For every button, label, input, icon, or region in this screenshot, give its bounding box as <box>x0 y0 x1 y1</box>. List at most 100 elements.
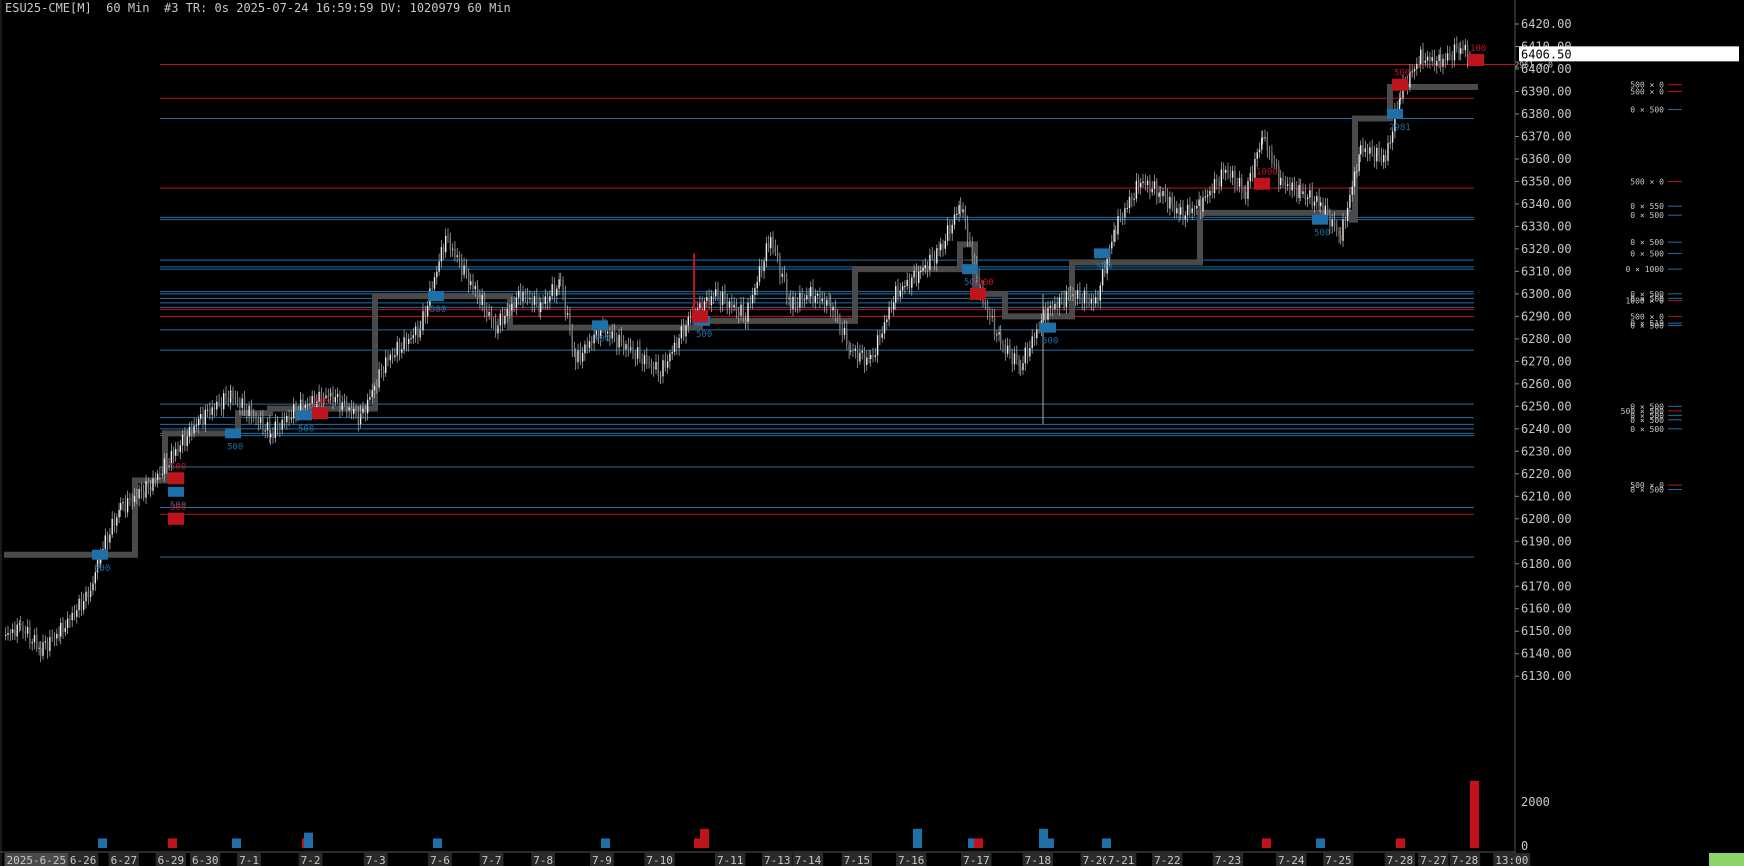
order-size-label: 0 × 500 <box>1630 486 1664 495</box>
candle-body <box>664 360 666 368</box>
candle-body <box>776 251 779 257</box>
candle-body <box>225 393 227 399</box>
candle-body <box>1065 291 1068 307</box>
candle-body <box>630 346 632 348</box>
candle-body <box>232 390 234 398</box>
candle-body <box>216 401 218 410</box>
candle-body <box>949 225 951 234</box>
candle-body <box>1336 227 1338 231</box>
candle-body <box>584 344 586 354</box>
candle-body <box>1045 309 1047 320</box>
candle-body <box>799 292 801 308</box>
candle-body <box>14 629 16 637</box>
candle-body <box>1440 54 1442 67</box>
candle-body <box>1296 189 1298 199</box>
order-size-label: 500 × 500 <box>1621 407 1665 416</box>
candle-body <box>1411 71 1413 73</box>
candle-body <box>83 601 85 611</box>
candle-body <box>479 297 481 305</box>
date-label-bg <box>298 853 323 866</box>
volume-bar <box>700 828 709 848</box>
ask-size-label: 1000 <box>972 278 994 288</box>
candle-body <box>814 295 816 303</box>
candle-body <box>1000 332 1002 344</box>
order-size-label: 0 × 500 <box>1630 294 1664 303</box>
candle-body <box>270 434 272 438</box>
candle-body <box>1429 56 1431 61</box>
candle-body <box>996 334 998 336</box>
candle-body <box>7 633 9 635</box>
candle-body <box>581 353 584 362</box>
candle-body <box>1002 343 1004 345</box>
candle-body <box>1173 203 1176 214</box>
candle-body <box>911 277 913 288</box>
candle-body <box>993 316 996 335</box>
order-size-label: 0 × 500 <box>1630 411 1664 420</box>
order-size-label: 0 × 500 <box>1630 416 1664 425</box>
candle-body <box>542 302 544 304</box>
candle-body <box>936 248 938 264</box>
candle-body <box>1424 60 1426 63</box>
candle-body <box>699 303 701 309</box>
candle-body <box>1464 44 1466 51</box>
price-tick-label: 6240.00 <box>1521 422 1572 436</box>
candle-body <box>154 478 156 480</box>
candle-body <box>66 618 69 628</box>
candle-body <box>812 286 814 303</box>
date-label: 7-7 <box>482 854 502 866</box>
candle-body <box>879 335 881 338</box>
candle-body <box>1184 215 1186 220</box>
volume-bar <box>433 838 442 848</box>
candle-body <box>627 344 629 350</box>
price-tick-label: 6320.00 <box>1521 242 1572 256</box>
current-price-label: 6406.50 <box>1521 47 1572 61</box>
bid-order-block <box>428 291 444 302</box>
candle-body <box>926 265 929 270</box>
volume-bar <box>232 838 241 848</box>
candle-body <box>715 289 717 297</box>
candle-body <box>653 366 655 370</box>
candle-body <box>111 518 113 535</box>
volume-bars <box>98 780 1479 848</box>
bid-order-block <box>92 549 108 560</box>
candle-body <box>1016 353 1018 361</box>
candle-body <box>678 338 680 348</box>
candle-body <box>1431 57 1433 61</box>
candle-body <box>738 311 740 316</box>
candle-body <box>575 351 577 363</box>
candle-body <box>257 418 259 423</box>
candle-body <box>1111 241 1113 249</box>
candle-body <box>1438 54 1440 61</box>
candle-body <box>239 402 241 408</box>
candle-body <box>933 256 936 264</box>
volume-bar <box>1045 838 1054 848</box>
candle-body <box>978 276 980 294</box>
volume-tick-label: 2000 <box>1521 795 1550 809</box>
candle-body <box>1138 180 1140 188</box>
candle-body <box>806 295 808 300</box>
candle-body <box>719 295 721 305</box>
candle-body <box>1200 199 1202 212</box>
candle-body <box>1081 300 1083 304</box>
timeframe-label: 60 Min <box>106 1 150 15</box>
order-size-label: 0 × 500 <box>1630 105 1664 114</box>
candle-body <box>1456 44 1458 49</box>
candle-body <box>1149 180 1151 193</box>
candle-body <box>901 286 904 291</box>
candle-body <box>456 255 458 257</box>
candle-body <box>211 407 213 415</box>
candle-body <box>58 633 60 637</box>
candle-body <box>830 300 832 311</box>
candle-body <box>938 248 940 251</box>
candle-body <box>796 304 799 308</box>
candle-body <box>1009 345 1011 353</box>
candle-body <box>431 288 433 290</box>
candle-body <box>754 288 756 295</box>
candle-body <box>140 488 143 493</box>
candle-body <box>951 224 953 234</box>
candle-body <box>445 235 447 253</box>
candle-body <box>823 298 826 306</box>
candle-body <box>960 205 962 213</box>
date-label-bg <box>590 853 614 866</box>
